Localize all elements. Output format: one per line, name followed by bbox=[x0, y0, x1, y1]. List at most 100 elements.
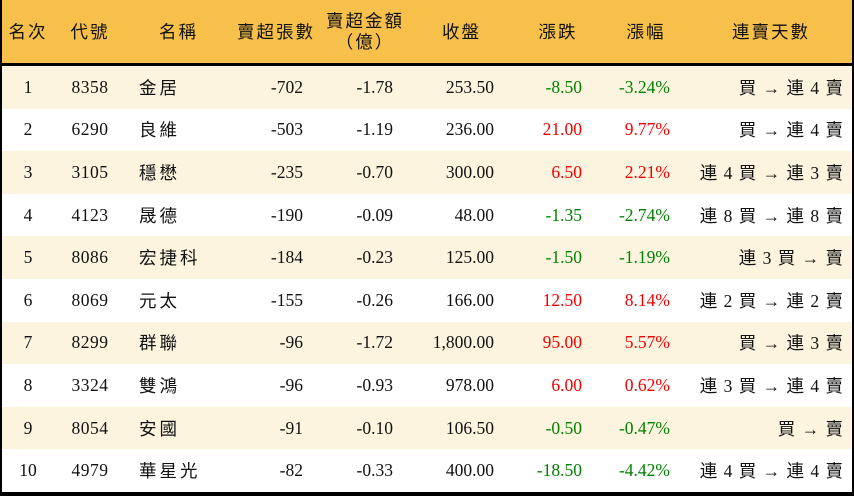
cell-close: 166.00 bbox=[445, 289, 494, 310]
cell-code: 8358 bbox=[71, 76, 109, 97]
cell-close: 48.00 bbox=[454, 204, 494, 225]
table-header-row: 名次 代號 名稱 賣超張數 賣超金額 （億） 收盤 漲跌 漲幅 連賣天數 bbox=[2, 0, 852, 66]
cell-change: -1.35 bbox=[545, 204, 582, 225]
cell-change-pct: 9.77% bbox=[624, 119, 670, 140]
cell-name: 雙鴻 bbox=[139, 375, 180, 396]
cell-close: 400.00 bbox=[445, 460, 494, 481]
cell-change: 6.50 bbox=[551, 161, 582, 182]
cell-rank: 3 bbox=[23, 161, 33, 182]
cell-close: 1,800.00 bbox=[432, 332, 494, 353]
table-row: 8 3324 雙鴻 -96 -0.93 978.00 6.00 0.62% 連 … bbox=[2, 364, 852, 407]
cell-sell-amount: -0.10 bbox=[356, 417, 393, 438]
cell-code: 4979 bbox=[71, 460, 109, 481]
cell-streak: 買 → 連 4 賣 bbox=[738, 77, 844, 98]
cell-sell-volume: -503 bbox=[270, 119, 303, 140]
cell-streak: 買 → 賣 bbox=[777, 418, 844, 439]
cell-sell-amount: -0.23 bbox=[356, 247, 393, 268]
cell-rank: 8 bbox=[23, 374, 33, 395]
cell-change-pct: -0.47% bbox=[618, 417, 670, 438]
cell-code: 8299 bbox=[71, 332, 109, 353]
cell-change: 6.00 bbox=[551, 374, 582, 395]
cell-close: 125.00 bbox=[445, 247, 494, 268]
cell-change: 12.50 bbox=[542, 289, 582, 310]
cell-sell-amount: -0.33 bbox=[356, 460, 393, 481]
cell-name: 宏捷科 bbox=[139, 248, 201, 269]
cell-code: 3324 bbox=[71, 374, 109, 395]
cell-change-pct: -4.42% bbox=[618, 460, 670, 481]
cell-code: 8086 bbox=[71, 247, 109, 268]
table-row: 2 6290 良維 -503 -1.19 236.00 21.00 9.77% … bbox=[2, 108, 852, 152]
cell-code: 3105 bbox=[71, 161, 109, 182]
table-row: 3 3105 穩懋 -235 -0.70 300.00 6.50 2.21% 連… bbox=[2, 151, 852, 194]
table-row: 4 4123 晟德 -190 -0.09 48.00 -1.35 -2.74% … bbox=[2, 193, 852, 237]
cell-streak: 買 → 連 3 賣 bbox=[738, 333, 844, 354]
cell-code: 6290 bbox=[71, 119, 109, 140]
cell-streak: 連 3 買 → 賣 bbox=[738, 248, 844, 269]
col-header-code: 代號 bbox=[70, 22, 110, 42]
cell-sell-amount: -0.09 bbox=[356, 204, 393, 225]
cell-name: 金居 bbox=[139, 77, 180, 98]
cell-sell-volume: -82 bbox=[279, 460, 303, 481]
cell-sell-amount: -1.72 bbox=[356, 332, 393, 353]
cell-streak: 連 4 買 → 連 4 賣 bbox=[699, 461, 844, 482]
cell-streak: 連 3 買 → 連 4 賣 bbox=[699, 375, 844, 396]
cell-rank: 2 bbox=[23, 119, 33, 140]
cell-rank: 5 bbox=[23, 247, 33, 268]
cell-name: 安國 bbox=[139, 418, 180, 439]
cell-streak: 連 2 買 → 連 2 賣 bbox=[699, 290, 844, 311]
cell-change-pct: 0.62% bbox=[624, 374, 670, 395]
cell-streak: 連 4 買 → 連 3 賣 bbox=[699, 162, 844, 183]
cell-change-pct: 8.14% bbox=[624, 289, 670, 310]
cell-change-pct: -3.24% bbox=[618, 76, 670, 97]
cell-streak: 連 8 買 → 連 8 賣 bbox=[699, 205, 844, 226]
cell-change-pct: 5.57% bbox=[624, 332, 670, 353]
col-header-sell-amount-line1: 賣超金額 bbox=[326, 10, 404, 31]
col-header-sell-amount-line2: （億） bbox=[335, 31, 395, 52]
cell-rank: 4 bbox=[23, 204, 33, 225]
cell-rank: 10 bbox=[19, 460, 37, 481]
col-header-close: 收盤 bbox=[442, 22, 481, 42]
table-body: 1 8358 金居 -702 -1.78 253.50 -8.50 -3.24%… bbox=[2, 66, 852, 492]
cell-rank: 9 bbox=[23, 417, 33, 438]
cell-sell-amount: -0.93 bbox=[356, 374, 393, 395]
col-header-rank: 名次 bbox=[8, 22, 48, 42]
cell-close: 253.50 bbox=[445, 76, 494, 97]
cell-sell-volume: -702 bbox=[270, 76, 303, 97]
cell-sell-volume: -235 bbox=[270, 161, 303, 182]
cell-sell-volume: -91 bbox=[279, 417, 303, 438]
table-row: 9 8054 安國 -91 -0.10 106.50 -0.50 -0.47% … bbox=[2, 406, 852, 450]
col-header-sell-volume: 賣超張數 bbox=[237, 22, 315, 42]
cell-change: -18.50 bbox=[536, 460, 582, 481]
cell-name: 晟德 bbox=[139, 205, 180, 226]
cell-change-pct: -1.19% bbox=[618, 247, 670, 268]
cell-close: 978.00 bbox=[445, 374, 494, 395]
cell-rank: 1 bbox=[23, 76, 33, 97]
cell-sell-volume: -190 bbox=[270, 204, 303, 225]
table-row: 6 8069 元太 -155 -0.26 166.00 12.50 8.14% … bbox=[2, 278, 852, 322]
cell-code: 8069 bbox=[71, 289, 109, 310]
col-header-change-pct: 漲幅 bbox=[626, 22, 666, 42]
cell-change: -8.50 bbox=[545, 76, 582, 97]
cell-change: -1.50 bbox=[545, 247, 582, 268]
table-row: 1 8358 金居 -702 -1.78 253.50 -8.50 -3.24%… bbox=[2, 66, 852, 109]
cell-sell-amount: -0.70 bbox=[356, 161, 393, 182]
cell-rank: 7 bbox=[23, 332, 33, 353]
table-row: 7 8299 群聯 -96 -1.72 1,800.00 95.00 5.57%… bbox=[2, 321, 852, 365]
col-header-sell-amount: 賣超金額 （億） bbox=[321, 11, 409, 52]
cell-change-pct: 2.21% bbox=[624, 161, 670, 182]
cell-streak: 買 → 連 4 賣 bbox=[738, 120, 844, 141]
cell-sell-volume: -96 bbox=[279, 374, 303, 395]
cell-change: 95.00 bbox=[542, 332, 582, 353]
cell-change: 21.00 bbox=[542, 119, 582, 140]
cell-name: 良維 bbox=[139, 120, 180, 141]
cell-name: 穩懋 bbox=[139, 162, 180, 183]
cell-sell-amount: -0.26 bbox=[356, 289, 393, 310]
cell-sell-amount: -1.78 bbox=[356, 76, 393, 97]
cell-sell-amount: -1.19 bbox=[356, 119, 393, 140]
cell-change: -0.50 bbox=[545, 417, 582, 438]
cell-name: 元太 bbox=[139, 290, 180, 311]
cell-close: 236.00 bbox=[445, 119, 494, 140]
table-row: 5 8086 宏捷科 -184 -0.23 125.00 -1.50 -1.19… bbox=[2, 236, 852, 279]
col-header-change: 漲跌 bbox=[538, 22, 578, 42]
